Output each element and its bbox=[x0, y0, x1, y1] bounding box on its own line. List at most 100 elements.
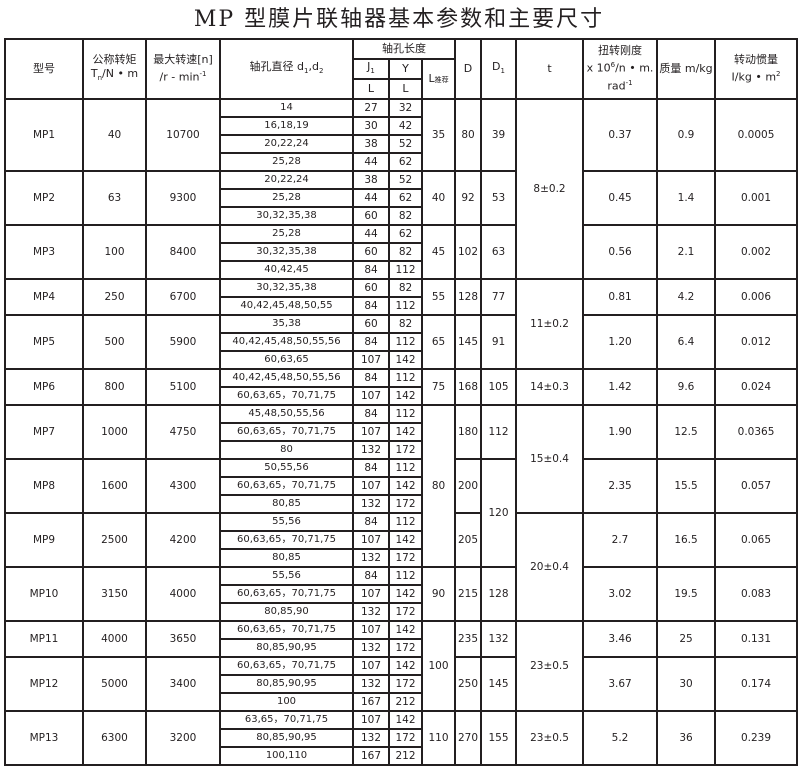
torque-cell: 63 bbox=[82, 170, 147, 227]
j1-length-cell: 84 bbox=[352, 332, 390, 353]
j1-length-cell: 60 bbox=[352, 242, 390, 263]
j1-length-cell: 107 bbox=[352, 620, 390, 641]
j1-length-cell: 30 bbox=[352, 116, 390, 137]
D-cell: 80 bbox=[454, 98, 483, 173]
t-cell: 8±0.2 bbox=[515, 98, 585, 281]
header-j1-l: L bbox=[352, 78, 390, 101]
y-length-cell: 142 bbox=[388, 584, 423, 605]
bore-cell: 60,63,65，70,71,75 bbox=[219, 656, 354, 677]
table-row: MP13 6300 3200 63,65，70,71,75 107 142 110 270 15… bbox=[4, 710, 798, 767]
bore-cell: 60,63,65，70,71,75 bbox=[219, 476, 354, 497]
y-length-cell: 142 bbox=[388, 476, 423, 497]
bore-cell: 60,63,65，70,71,75 bbox=[219, 584, 354, 605]
speed-cell: 6700 bbox=[145, 278, 221, 317]
speed-cell: 3200 bbox=[145, 710, 221, 767]
torque-cell: 6300 bbox=[82, 710, 147, 767]
D-cell: 215 bbox=[454, 566, 483, 623]
j1-length-cell: 132 bbox=[352, 728, 390, 749]
mass-cell: 15.5 bbox=[656, 458, 717, 515]
bore-cell: 60,63,65 bbox=[219, 350, 354, 371]
table-row: MP11 4000 3650 60,63,65，70,71,75 107 142 100 23… bbox=[4, 620, 798, 713]
table-row: 60,63,65 107 142 bbox=[5, 350, 797, 371]
y-length-cell: 82 bbox=[388, 278, 423, 299]
table-row: 25,28 44 62 bbox=[5, 188, 797, 209]
D1-cell: 112 bbox=[480, 404, 518, 461]
inertia-cell: 0.001 bbox=[714, 170, 798, 227]
j1-length-cell: 107 bbox=[352, 584, 390, 605]
bore-cell: 40,42,45 bbox=[219, 260, 354, 281]
D1-cell: 128 bbox=[480, 566, 518, 623]
stiffness-cell: 3.46 bbox=[582, 620, 659, 659]
D-cell: 92 bbox=[454, 170, 483, 227]
torque-cell: 250 bbox=[82, 278, 147, 317]
table-row: MP2 63 9300 20,22,24 38 52 40 92 53 0.45 1.4 0.001 bbox=[4, 170, 798, 227]
D-cell: 145 bbox=[454, 314, 483, 371]
bore-cell: 50,55,56 bbox=[219, 458, 354, 479]
table-row: 60,63,65，70,71,75 107 142 bbox=[5, 584, 797, 605]
j1-length-cell: 107 bbox=[352, 710, 390, 731]
model-cell: MP11 bbox=[4, 620, 84, 659]
y-length-cell: 172 bbox=[388, 674, 423, 695]
y-length-cell: 172 bbox=[388, 548, 423, 569]
l-recommended-cell: 75 bbox=[420, 368, 457, 407]
y-length-cell: 112 bbox=[388, 332, 423, 353]
y-length-cell: 142 bbox=[388, 350, 423, 371]
j1-length-cell: 84 bbox=[352, 404, 390, 425]
bore-cell: 30,32,35,38 bbox=[219, 206, 354, 227]
j1-length-cell: 38 bbox=[352, 134, 390, 155]
speed-cell: 9300 bbox=[145, 170, 221, 227]
t-cell: 15±0.4 bbox=[515, 404, 585, 515]
header-torque: 公称转矩 Tn/N • m bbox=[82, 37, 147, 101]
table-row: MP7 1000 4750 45,48,50,55,56 84 112 80 180 112 15… bbox=[4, 404, 798, 569]
y-length-cell: 212 bbox=[388, 692, 423, 713]
D-cell: 235 bbox=[454, 620, 483, 659]
t-cell: 14±0.3 bbox=[515, 368, 585, 407]
speed-cell: 3650 bbox=[145, 620, 221, 659]
header-D: D bbox=[454, 37, 483, 101]
y-length-cell: 142 bbox=[388, 386, 423, 407]
table-row: 40,42,45 84 112 bbox=[5, 260, 797, 281]
inertia-cell: 0.012 bbox=[714, 314, 798, 371]
speed-cell: 5100 bbox=[145, 368, 221, 407]
y-length-cell: 142 bbox=[388, 530, 423, 551]
mass-cell: 16.5 bbox=[656, 512, 717, 569]
mass-cell: 30 bbox=[656, 656, 717, 713]
D-cell: 270 bbox=[454, 710, 483, 767]
j1-length-cell: 84 bbox=[352, 458, 390, 479]
bore-cell: 20,22,24 bbox=[219, 170, 354, 191]
j1-length-cell: 107 bbox=[352, 386, 390, 407]
speed-cell: 3400 bbox=[145, 656, 221, 713]
D-cell: 200 bbox=[454, 458, 483, 515]
header-hub-length: 轴孔长度 bbox=[351, 38, 457, 60]
l-recommended-cell: 100 bbox=[420, 620, 457, 713]
inertia-cell: 0.083 bbox=[714, 566, 798, 623]
bore-cell: 60,63,65，70,71,75 bbox=[219, 386, 354, 407]
bore-cell: 80,85,90,95 bbox=[219, 638, 354, 659]
bore-cell: 80 bbox=[219, 440, 354, 461]
header-bore: 轴孔直径 d1,d2 bbox=[219, 37, 354, 101]
y-length-cell: 42 bbox=[388, 116, 423, 137]
bore-cell: 60,63,65，70,71,75 bbox=[219, 530, 354, 551]
table-row: 40,42,45,48,50,55 84 112 bbox=[5, 296, 797, 317]
table-row: 60,63,65，70,71,75 107 142 bbox=[5, 386, 797, 407]
j1-length-cell: 60 bbox=[352, 278, 390, 299]
mass-cell: 19.5 bbox=[656, 566, 717, 623]
D-cell: 128 bbox=[454, 278, 483, 317]
header-speed: 最大转速[n]/r - min-1 bbox=[145, 37, 221, 101]
D1-cell: 120 bbox=[480, 458, 518, 569]
table-row: 25,28 44 62 bbox=[5, 152, 797, 173]
header-t: t bbox=[515, 37, 585, 101]
torque-cell: 500 bbox=[82, 314, 147, 371]
j1-length-cell: 107 bbox=[352, 530, 390, 551]
D-cell: 102 bbox=[454, 224, 483, 281]
stiffness-cell: 0.81 bbox=[582, 278, 659, 317]
stiffness-cell: 2.35 bbox=[582, 458, 659, 515]
y-length-cell: 172 bbox=[388, 638, 423, 659]
D-cell: 180 bbox=[454, 404, 483, 461]
y-length-cell: 112 bbox=[388, 368, 423, 389]
l-recommended-cell: 90 bbox=[420, 566, 457, 623]
table-row: MP3 100 8400 25,28 44 62 45 102 63 0.56 2.1 0.002 bbox=[4, 224, 798, 281]
header-l-recommended: L推荐 bbox=[420, 57, 457, 101]
y-length-cell: 32 bbox=[388, 98, 423, 119]
torque-cell: 100 bbox=[82, 224, 147, 281]
